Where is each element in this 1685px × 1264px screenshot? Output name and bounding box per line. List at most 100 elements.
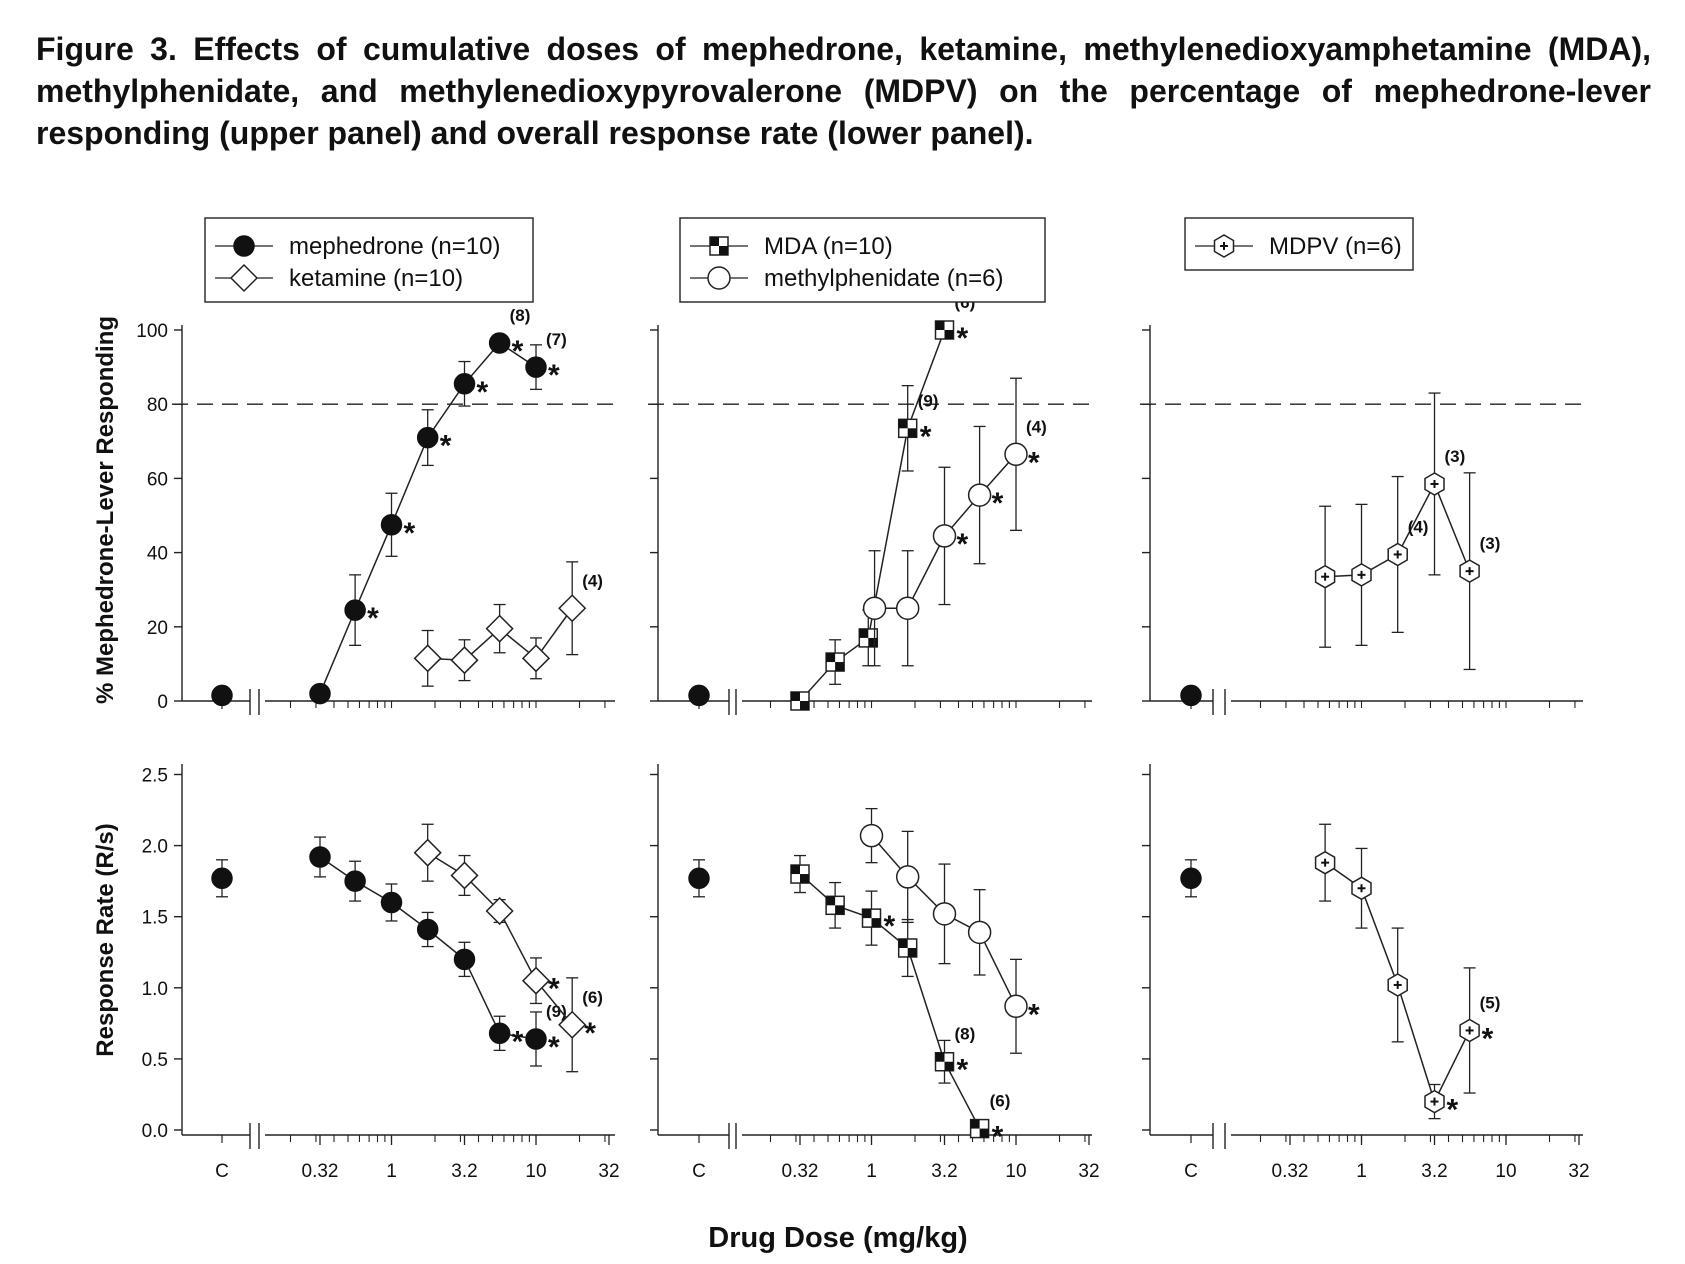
- n-label: (6): [582, 988, 603, 1007]
- y-tick-label: 100: [136, 321, 168, 342]
- marker-open-circle: [707, 266, 731, 290]
- legend: mephedrone (n=10) ketamine (n=10): [204, 217, 534, 303]
- x-tick-label: 32: [598, 1161, 619, 1182]
- marker-open-diamond: [485, 614, 514, 643]
- y-tick-label: 0.5: [142, 1050, 168, 1071]
- significance-star: *: [584, 1017, 596, 1050]
- marker-check-cell: [800, 874, 809, 884]
- y-tick-label: 60: [147, 469, 168, 490]
- significance-star: *: [1028, 446, 1040, 479]
- significance-star: *: [992, 1121, 1004, 1154]
- x-tick-label: C: [215, 1161, 229, 1182]
- legend-label: MDPV (n=6): [1269, 233, 1402, 260]
- marker-filled-circle: [416, 426, 439, 449]
- lower-y-axis-label: Response Rate (R/s): [92, 823, 119, 1056]
- marker-filled-circle: [416, 918, 439, 941]
- x-tick-label: 10: [1005, 1161, 1026, 1182]
- panel-upper-left: 0 20 40 60 80 100 * * * * * (8) * (7) (4) mephedrone (n…: [136, 217, 615, 715]
- marker-check-cell: [862, 909, 872, 919]
- legend-box: [679, 217, 1046, 303]
- marker-check-cell: [898, 419, 908, 429]
- marker-open-circle: [967, 920, 992, 945]
- marker-filled-circle: [211, 867, 233, 890]
- n-label: (4): [1408, 517, 1429, 536]
- y-tick-label: 1.5: [142, 908, 168, 929]
- marker-filled-circle: [344, 870, 366, 892]
- significance-star: *: [477, 376, 489, 409]
- significance-star: *: [367, 602, 379, 635]
- marker-open-diamond: [229, 263, 259, 293]
- marker-open-circle: [895, 596, 920, 620]
- marker-open-diamond: [521, 644, 551, 673]
- marker-filled-circle: [688, 684, 710, 707]
- legend-box: [204, 217, 534, 303]
- marker-filled-circle: [309, 846, 331, 868]
- significance-star: *: [884, 910, 896, 943]
- x-tick-label: 1: [1356, 1161, 1367, 1182]
- marker-check-cell: [835, 905, 845, 915]
- legend-box: [1184, 217, 1414, 271]
- y-tick-label: 2.0: [142, 837, 168, 858]
- significance-star: *: [957, 528, 969, 561]
- series-MDA (n=10): *(9)*(6): [688, 293, 975, 711]
- significance-star: *: [1447, 1094, 1459, 1127]
- legend-label: MDA (n=10): [764, 233, 893, 260]
- marker-check-cell: [970, 1119, 980, 1129]
- significance-star: *: [1028, 998, 1040, 1031]
- n-label: (7): [546, 330, 567, 349]
- legend-label: mephedrone (n=10): [289, 233, 500, 260]
- marker-filled-circle: [525, 356, 547, 378]
- x-tick-label: 0.32: [302, 1161, 339, 1182]
- marker-open-circle: [967, 483, 992, 507]
- marker-check-cell: [710, 237, 719, 246]
- marker-open-circle: [1004, 442, 1028, 467]
- n-label: (4): [1026, 417, 1047, 436]
- marker-check-cell: [944, 1061, 954, 1071]
- n-label: (8): [510, 306, 531, 325]
- chart-panels: 0 20 40 60 80 100 * * * * * (8) * (7) (4) mephedrone (n…: [136, 217, 1590, 1182]
- marker-filled-circle: [688, 867, 710, 890]
- series-methylphenidate (n=6): *: [859, 807, 1040, 1054]
- marker-open-diamond: [450, 646, 479, 675]
- series-MDPV (n=6): * * (5): [1180, 823, 1500, 1127]
- significance-star: *: [548, 359, 560, 392]
- n-label: (9): [546, 1002, 567, 1021]
- series-mephedrone (n=10): * *(9): [211, 836, 567, 1067]
- marker-check-cell: [935, 321, 945, 330]
- y-tick-label: 20: [147, 618, 168, 639]
- x-tick-label: 1: [386, 1161, 397, 1182]
- marker-check-cell: [868, 637, 878, 647]
- marker-open-diamond: [485, 896, 514, 926]
- legend-label: methylphenidate (n=6): [764, 265, 1003, 292]
- marker-check-cell: [907, 947, 917, 957]
- y-tick-label: 0.0: [142, 1121, 168, 1142]
- significance-star: *: [512, 1025, 524, 1058]
- y-tick-label: 0: [157, 692, 168, 713]
- marker-check-cell: [826, 653, 836, 663]
- y-tick-label: 40: [147, 544, 168, 565]
- panel-lower-left: 0.00.51.01.52.02.5C 0.32 1 3.2 10 32* *(9)**(6…: [142, 764, 620, 1182]
- marker-open-diamond: [558, 594, 587, 623]
- marker-open-diamond: [558, 1010, 587, 1039]
- series-MDA (n=10): * * (8) * (6): [688, 854, 1010, 1154]
- legend: MDPV (n=6): [1184, 217, 1414, 271]
- marker-filled-circle: [309, 682, 331, 705]
- x-tick-label: 1: [866, 1161, 877, 1182]
- n-label: (8): [955, 1025, 976, 1044]
- significance-star: *: [1482, 1022, 1494, 1055]
- marker-open-diamond: [521, 966, 551, 995]
- n-label: (4): [582, 571, 603, 590]
- x-tick-label: 3.2: [1421, 1161, 1447, 1182]
- marker-check-cell: [791, 692, 800, 701]
- upper-y-axis-label: % Mephedrone-Lever Responding: [92, 316, 119, 704]
- marker-check-cell: [859, 628, 869, 638]
- significance-star: *: [440, 430, 452, 463]
- marker-open-diamond: [413, 644, 442, 673]
- marker-filled-circle: [1180, 684, 1202, 707]
- x-tick-label: 32: [1078, 1161, 1099, 1182]
- marker-filled-circle: [380, 891, 403, 914]
- significance-star: *: [920, 420, 932, 453]
- marker-filled-circle: [380, 514, 403, 536]
- series-MDPV (n=6): (4) (3) (3): [1180, 392, 1500, 707]
- significance-star: *: [957, 1054, 969, 1087]
